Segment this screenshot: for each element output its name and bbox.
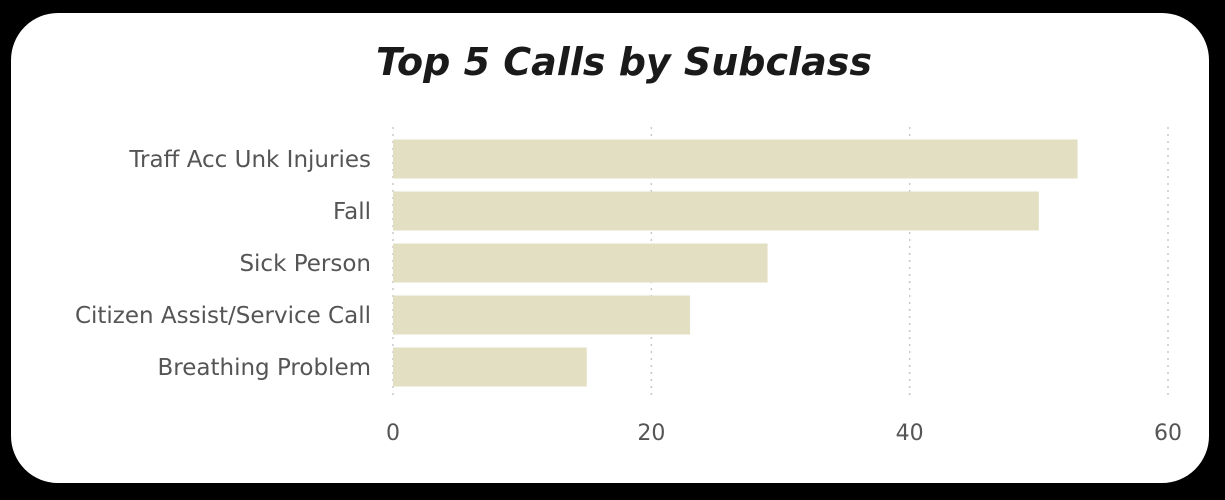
bar[interactable] (393, 347, 587, 387)
category-label: Traff Acc Unk Injuries (128, 147, 371, 173)
bar[interactable] (393, 243, 768, 283)
x-tick-label: 20 (637, 421, 665, 446)
x-tick-label: 0 (386, 421, 400, 446)
x-tick-label: 40 (896, 421, 924, 446)
bar[interactable] (393, 191, 1039, 231)
bar[interactable] (393, 295, 691, 335)
category-label: Sick Person (239, 251, 371, 277)
bar[interactable] (393, 139, 1078, 179)
chart-title: Top 5 Calls by Subclass (376, 40, 872, 84)
x-tick-label: 60 (1154, 421, 1182, 446)
category-label: Breathing Problem (158, 355, 371, 381)
category-label: Citizen Assist/Service Call (75, 303, 371, 329)
category-label: Fall (333, 199, 371, 225)
